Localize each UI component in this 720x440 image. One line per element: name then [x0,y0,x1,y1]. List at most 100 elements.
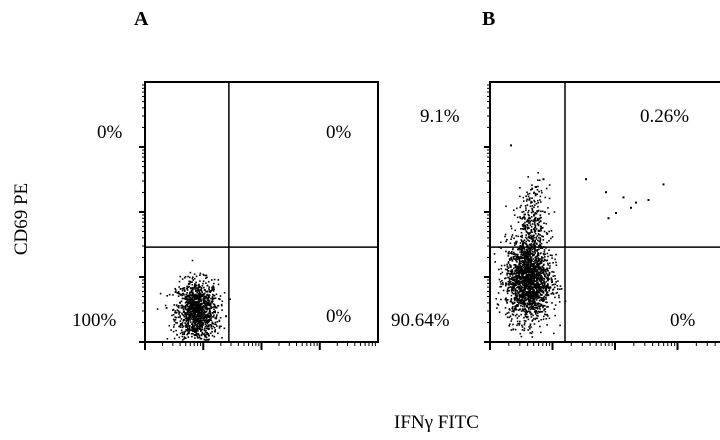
panel-b-event-dot [524,228,526,231]
panel-a-event-dot [193,323,196,325]
panel-b-event-dot [510,286,513,288]
panel-b-event-dot [510,257,513,260]
panel-a-event-dot [213,311,215,313]
panel-a-event-dot [203,321,206,323]
panel-b-event-dot [537,293,539,296]
panel-b-event-dot [523,304,525,306]
panel-b-event-dot [556,291,559,294]
panel-b-event-dot [523,213,526,216]
panel-a-event-dot [208,295,210,297]
panel-a-event-dot [211,330,213,333]
panel-a-event-dot [205,304,208,307]
panel-a-event-dot [212,288,214,291]
panel-b-event-dot [515,272,518,275]
panel-a-event-dot [193,329,196,332]
panel-b-event-dot [523,293,526,296]
panel-a-event-dot [207,300,210,302]
panel-a-event-dot [199,306,201,309]
panel-b-event-dot [536,292,539,295]
panel-a-event-dot [210,326,212,328]
panel-b-event-dot [524,264,526,267]
panel-b-event-dot [529,253,532,255]
panel-b-event-dot [533,299,536,301]
panel-b-event-dot [533,323,536,325]
panel-b-event-dot [546,294,548,297]
panel-b-event-dot [542,267,545,269]
panel-a-event-dot [168,293,171,296]
panel-b-event-dot [538,302,541,305]
panel-b-event-dot [535,186,537,188]
panel-b-event-dot [546,267,548,270]
panel-b-event-dot [542,286,545,288]
panel-b-event-dot [505,297,507,299]
panel-a-event-dot [191,330,194,332]
panel-b-event-dot [538,277,540,279]
panel-b-event-dot [532,243,535,246]
panel-b-event-dot [525,274,528,277]
panel-b-event-dot [545,280,548,283]
panel-b-event-dot [538,221,540,224]
panel-a-event-dot [184,317,187,320]
panel-b-event-dot [525,280,528,282]
panel-a-event-dot [214,305,216,308]
panel-a-event-dot [206,332,208,334]
panel-a-event-dot [193,321,195,323]
x-axis-title: IFNγ FITC [394,412,479,433]
panel-a-event-dot [197,322,199,325]
panel-b-event-dot [543,211,546,214]
panel-b-event-dot [531,292,533,295]
panel-b-event-dot [540,331,542,334]
panel-b-event-dot [543,273,545,275]
panel-a-event-dot [192,289,194,291]
panel-b-event-dot [521,295,524,297]
panel-b-event-dot [531,235,534,238]
panel-b-event-dot [522,252,525,255]
panel-b-event-dot [532,234,535,237]
panel-b-event-dot [525,251,528,254]
panel-b-event-dot [539,247,542,249]
panel-a-event-dot [208,301,210,304]
panel-b-event-dot [529,254,531,257]
panel-b-event-dot [535,299,538,301]
panel-a-event-dot [207,321,209,323]
panel-b-event-dot [547,287,550,289]
panel-b-event-dot [534,217,537,220]
panel-a-event-dot [204,274,207,277]
panel-b-event-dot [527,329,529,331]
panel-b-event-dot [507,262,510,264]
panel-b-event-dot [522,223,525,225]
panel-a-event-dot [201,313,204,315]
panel-b-event-dot [548,317,551,320]
panel-b-event-dot [523,297,525,300]
panel-a-event-dot [198,291,201,294]
panel-a-event-dot [205,290,207,293]
panel-b-event-dot [529,298,532,301]
panel-b-event-dot [528,209,530,212]
panel-b-event-dot [516,255,519,258]
panel-b-event-dot [527,288,530,290]
panel-b-event-dot [519,308,521,310]
panel-b-event-dot [527,307,530,309]
panel-b-event-dot [543,295,546,298]
panel-a-event-dot [193,319,196,322]
panel-b-event-dot [525,200,528,202]
panel-b-event-dot [513,244,516,246]
panel-a-event-dot [206,317,208,320]
panel-b-event-dot [537,267,539,269]
panel-a-event-dot [203,289,206,291]
panel-a-event-dot [198,309,200,312]
panel-b-event-dot [517,293,520,295]
panel-a-event-dot [176,291,178,294]
panel-b-event-dot [519,245,522,247]
panel-a-event-dot [182,333,184,335]
panel-b-event-dot [510,283,513,285]
panel-b-event-dot [531,331,534,333]
panel-a-event-dot [203,274,205,276]
panel-a-event-dot [181,339,184,341]
panel-b-event-dot [523,255,526,258]
panel-b-event-dot [531,278,533,281]
panel-b-event-dot [499,286,501,288]
panel-b-event-dot [534,270,536,272]
panel-a-event-dot [192,324,194,327]
panel-b-event-dot [534,250,536,252]
